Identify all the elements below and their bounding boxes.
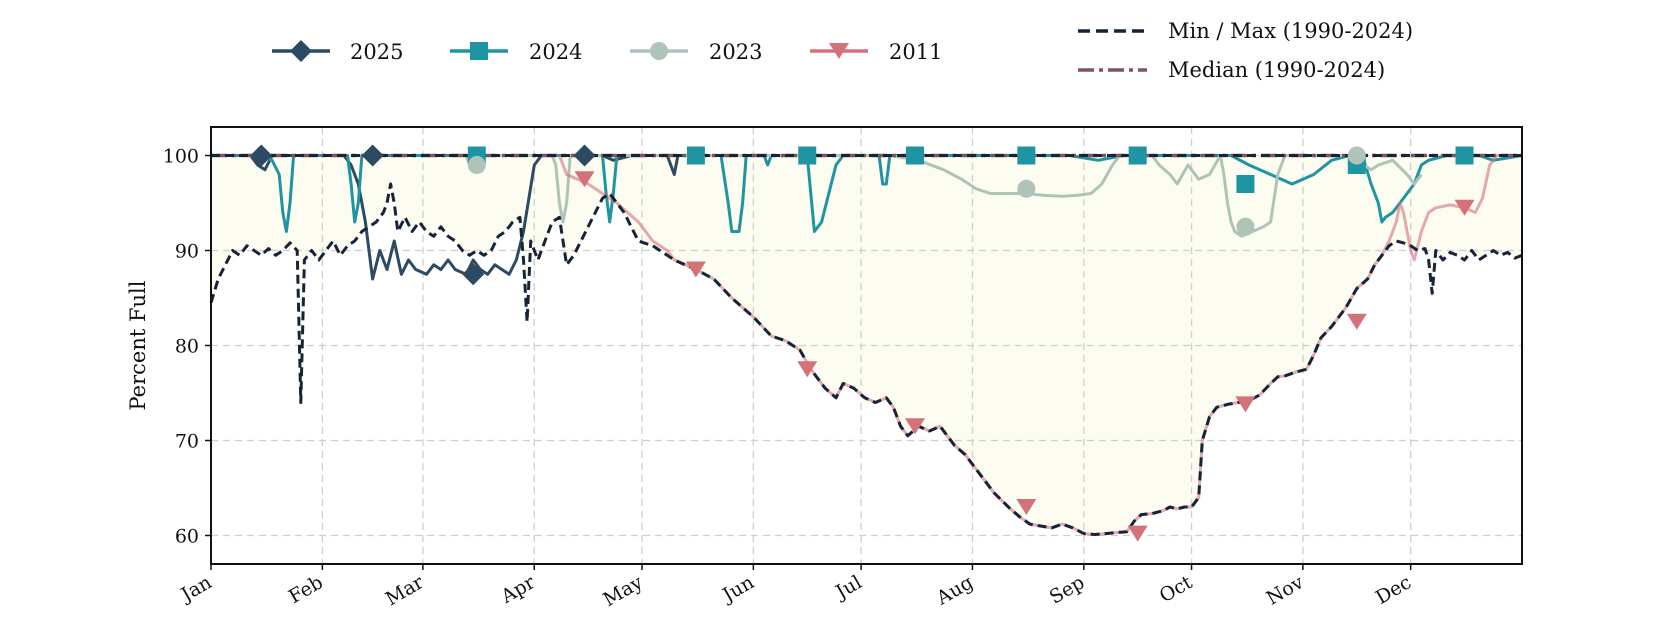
- marker-layer: [250, 144, 1475, 542]
- series-layer: [209, 153, 1523, 536]
- x-tick-label-sep: Sep: [1046, 571, 1089, 608]
- y-tick-label-80: 80: [175, 336, 199, 358]
- marker-2023-2: [1236, 217, 1255, 236]
- marker-2011-6: [1235, 396, 1256, 413]
- marker-2024-2: [798, 146, 817, 165]
- x-tick-label-oct: Oct: [1156, 571, 1197, 607]
- triangle-down-marker-icon: [829, 43, 849, 59]
- series-line-2024: [211, 154, 1523, 233]
- legend-item-2011: 2011: [810, 40, 942, 64]
- marker-2025-3: [573, 144, 596, 167]
- legend-label-2025: 2025: [350, 40, 403, 64]
- marker-2011-5: [1127, 525, 1148, 542]
- legend-label-2011: 2011: [889, 40, 942, 64]
- diamond-marker-icon: [290, 40, 312, 62]
- circle-marker-icon: [650, 42, 668, 60]
- x-tick-label-aug: Aug: [932, 571, 977, 610]
- marker-2024-3: [905, 146, 924, 165]
- marker-2011-1: [685, 261, 706, 278]
- x-tick-label-feb: Feb: [285, 571, 327, 608]
- marker-2011-4: [1016, 499, 1037, 515]
- x-tick-label-nov: Nov: [1263, 571, 1308, 610]
- x-tick-label-jun: Jun: [717, 571, 758, 607]
- marker-2024-1: [686, 146, 705, 165]
- legend: 2025 2024 2023 2011 Min / Max (1990-2024…: [272, 19, 1413, 82]
- series-line-2011: [557, 154, 1522, 536]
- y-tick-label-70: 70: [175, 431, 199, 453]
- marker-2024-5: [1128, 146, 1147, 165]
- marker-2024-8: [1455, 146, 1474, 165]
- y-tick-label-90: 90: [175, 241, 199, 263]
- marker-2023-0: [467, 156, 486, 174]
- x-tick-label-mar: Mar: [382, 571, 428, 610]
- marker-2025-2: [462, 263, 485, 286]
- x-tick-label-apr: Apr: [497, 571, 540, 608]
- marker-2023-3: [1347, 146, 1366, 165]
- square-marker-icon: [470, 42, 488, 60]
- legend-label-2023: 2023: [709, 40, 762, 64]
- legend-item-minmax: Min / Max (1990-2024): [1078, 19, 1413, 43]
- legend-label-median: Median (1990-2024): [1168, 58, 1385, 82]
- marker-2011-3: [904, 418, 925, 435]
- marker-2011-8: [1454, 199, 1475, 216]
- marker-2024-4: [1017, 146, 1036, 165]
- legend-label-2024: 2024: [529, 40, 582, 64]
- legend-item-2023: 2023: [630, 40, 762, 64]
- marker-2023-1: [1017, 179, 1036, 198]
- y-axis-label: Percent Full: [126, 280, 150, 410]
- marker-2024-6: [1236, 175, 1255, 193]
- marker-2011-7: [1346, 313, 1367, 330]
- x-tick-label-dec: Dec: [1372, 571, 1415, 609]
- min-line: [209, 182, 1523, 536]
- legend-item-2024: 2024: [450, 40, 582, 64]
- marker-2011-0: [574, 171, 595, 188]
- x-tick-label-may: May: [600, 571, 647, 611]
- x-tick-label-jul: Jul: [830, 571, 865, 604]
- marker-2011-2: [797, 361, 818, 378]
- marker-2025-0: [250, 144, 273, 167]
- x-tick-label-jan: Jan: [176, 571, 216, 607]
- y-tick-label-100: 100: [163, 146, 199, 168]
- legend-item-2025: 2025: [272, 40, 403, 64]
- marker-2025-1: [361, 144, 384, 167]
- legend-label-minmax: Min / Max (1990-2024): [1168, 19, 1413, 43]
- legend-item-median: Median (1990-2024): [1078, 58, 1385, 82]
- y-tick-label-60: 60: [175, 526, 199, 548]
